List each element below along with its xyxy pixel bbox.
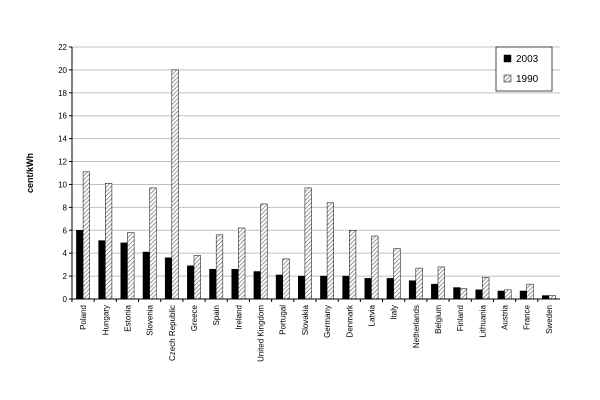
bar — [459, 288, 468, 300]
y-tick-label: 0 — [63, 295, 68, 304]
x-tick-label: Netherlands — [412, 305, 421, 348]
bar — [209, 268, 217, 300]
bar — [98, 240, 106, 300]
x-tick-label: Slovenia — [146, 304, 155, 335]
legend-box — [495, 46, 553, 92]
bar — [482, 276, 490, 300]
x-tick-label: Lithuania — [478, 304, 487, 337]
bar — [497, 290, 505, 300]
bar — [142, 251, 150, 300]
bar — [304, 187, 312, 300]
x-tick-label: Sweden — [545, 305, 554, 334]
bar — [275, 274, 283, 300]
legend-label: 2003 — [516, 54, 539, 65]
bar — [408, 280, 417, 300]
bar — [127, 232, 135, 300]
x-tick-label: Slovakia — [301, 304, 310, 335]
legend-swatch — [503, 54, 512, 63]
x-tick-label: Belgium — [434, 305, 443, 334]
bar — [393, 248, 401, 300]
x-tick-label: Czech Republic — [168, 305, 177, 361]
bar — [320, 275, 328, 300]
x-tick-label: Latvia — [367, 304, 376, 326]
y-tick-label: 14 — [58, 135, 67, 144]
x-tick-label: Greece — [190, 304, 199, 331]
x-tick-label: Austria — [501, 304, 510, 329]
y-tick-label: 10 — [58, 180, 67, 189]
bar — [82, 171, 90, 300]
bar — [120, 242, 128, 300]
legend-label: 1990 — [516, 74, 539, 85]
legend-swatch — [503, 74, 512, 83]
bar — [231, 268, 239, 300]
x-tick-label: Ireland — [234, 305, 243, 329]
bar — [504, 289, 512, 300]
bar — [105, 183, 113, 300]
bar — [215, 234, 224, 300]
y-tick-label: 2 — [63, 272, 68, 281]
x-tick-label: Spain — [212, 305, 221, 325]
bar — [298, 275, 306, 300]
bar — [415, 267, 423, 300]
x-tick-label: Germany — [323, 305, 332, 338]
x-tick-label: United Kingdom — [257, 305, 266, 362]
bar — [431, 283, 439, 300]
x-tick-label: Hungary — [101, 305, 110, 335]
y-tick-label: 20 — [58, 66, 67, 75]
bar — [519, 290, 527, 300]
bar — [76, 230, 84, 300]
bar — [364, 278, 372, 300]
bar — [171, 69, 179, 300]
bar — [187, 265, 195, 300]
bar — [238, 227, 246, 300]
bar — [164, 257, 173, 300]
bar — [386, 278, 394, 300]
y-tick-label: 4 — [63, 249, 68, 258]
x-tick-label: Portugal — [279, 305, 288, 335]
bar — [282, 258, 290, 300]
bar — [371, 235, 379, 300]
x-tick-label: Finland — [456, 305, 465, 331]
bar — [453, 287, 461, 300]
x-tick-label: Poland — [79, 305, 88, 330]
y-tick-label: 16 — [58, 112, 67, 121]
y-tick-label: 8 — [63, 203, 68, 212]
bar — [253, 271, 261, 300]
bar — [342, 275, 350, 300]
bar — [193, 255, 201, 300]
bar — [475, 289, 483, 300]
x-tick-label: Estonia — [123, 304, 132, 331]
x-tick-label: Denmark — [345, 304, 354, 337]
y-tick-label: 18 — [58, 89, 67, 98]
y-tick-label: 12 — [58, 158, 67, 167]
y-tick-label: 6 — [63, 226, 68, 235]
x-tick-label: France — [523, 304, 532, 329]
x-tick-label: Italy — [390, 305, 399, 320]
bar — [149, 187, 157, 300]
bar — [542, 295, 550, 300]
y-tick-label: 22 — [58, 43, 67, 52]
bar — [260, 203, 268, 300]
y-axis-label: cent/kWh — [25, 153, 35, 193]
bar — [326, 202, 334, 300]
bar — [526, 283, 534, 300]
bar — [548, 295, 556, 300]
bar — [437, 266, 445, 300]
bar — [349, 230, 357, 300]
